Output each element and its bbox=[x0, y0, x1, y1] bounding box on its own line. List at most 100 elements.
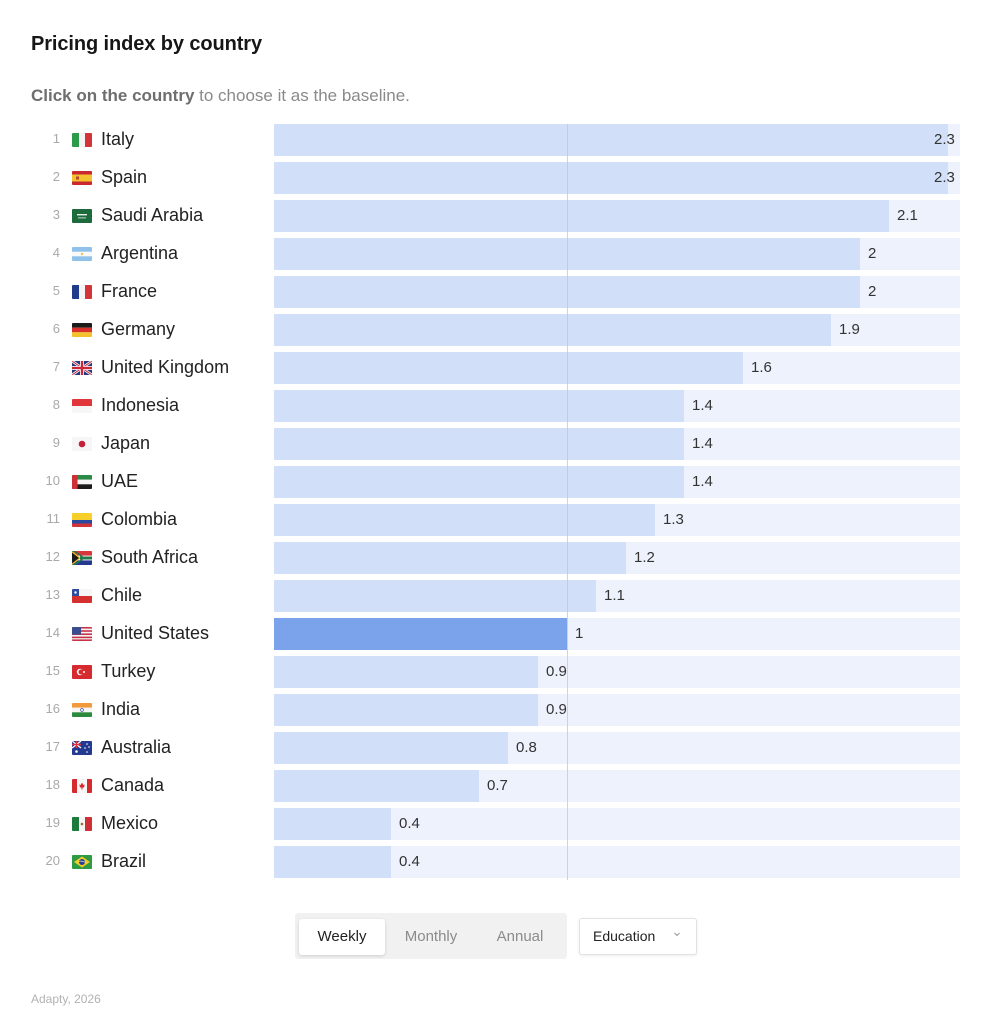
it-flag-icon bbox=[72, 133, 92, 147]
country-row[interactable]: 1 Italy 2.3 bbox=[0, 124, 988, 156]
bar-track[interactable]: 1.4 bbox=[274, 466, 960, 498]
bar-track[interactable]: 1.9 bbox=[274, 314, 960, 346]
country-name[interactable]: Canada bbox=[101, 775, 165, 795]
country-name[interactable]: Japan bbox=[101, 433, 151, 453]
value-bar bbox=[274, 694, 538, 726]
rank-number: 19 bbox=[45, 815, 60, 830]
bar-track[interactable]: 1.6 bbox=[274, 352, 960, 384]
country-row[interactable]: 5 France 2 bbox=[0, 276, 988, 308]
country-row[interactable]: 2 Spain 2.3 bbox=[0, 162, 988, 194]
country-row[interactable]: 3 Saudi Arabia 2.1 bbox=[0, 200, 988, 232]
country-row[interactable]: 20 Brazil 0.4 bbox=[0, 846, 988, 878]
bar-track[interactable]: 0.9 bbox=[274, 656, 960, 688]
rank-number: 13 bbox=[45, 587, 60, 602]
rank-number: 17 bbox=[45, 739, 60, 754]
value-bar bbox=[274, 846, 391, 878]
bar-track[interactable]: 1.1 bbox=[274, 580, 960, 612]
value-bar bbox=[274, 656, 538, 688]
value-label: 1.3 bbox=[663, 511, 684, 528]
value-bar bbox=[274, 390, 684, 422]
country-name[interactable]: France bbox=[101, 281, 158, 301]
country-name[interactable]: Spain bbox=[101, 167, 148, 187]
country-row[interactable]: 14 United States 1 bbox=[0, 618, 988, 650]
country-name[interactable]: South Africa bbox=[101, 547, 199, 567]
country-row[interactable]: 16 India 0.9 bbox=[0, 694, 988, 726]
tab-monthly[interactable]: Monthly bbox=[404, 928, 458, 945]
es-flag-icon bbox=[72, 171, 92, 185]
country-row[interactable]: 12 South Africa 1.2 bbox=[0, 542, 988, 574]
bar-track[interactable]: 1 bbox=[274, 618, 960, 650]
tab-weekly[interactable]: Weekly bbox=[299, 919, 385, 955]
bar-track[interactable]: 2 bbox=[274, 238, 960, 270]
country-row[interactable]: 6 Germany 1.9 bbox=[0, 314, 988, 346]
bar-track[interactable]: 2 bbox=[274, 276, 960, 308]
country-name[interactable]: Brazil bbox=[101, 851, 147, 871]
value-label: 2.3 bbox=[934, 169, 955, 186]
bar-track[interactable]: 2.3 bbox=[274, 162, 960, 194]
country-name[interactable]: United States bbox=[101, 623, 210, 643]
period-toggle: Weekly Monthly Annual bbox=[295, 913, 567, 959]
value-bar bbox=[274, 542, 626, 574]
category-dropdown-value: Education bbox=[593, 928, 656, 944]
bar-track[interactable]: 2.3 bbox=[274, 124, 960, 156]
bar-track[interactable]: 1.3 bbox=[274, 504, 960, 536]
country-row[interactable]: 11 Colombia 1.3 bbox=[0, 504, 988, 536]
fr-flag-icon bbox=[72, 285, 92, 299]
country-row[interactable]: 9 Japan 1.4 bbox=[0, 428, 988, 460]
value-bar bbox=[274, 466, 684, 498]
country-name[interactable]: Turkey bbox=[101, 661, 156, 681]
country-row[interactable]: 15 Turkey 0.9 bbox=[0, 656, 988, 688]
country-name[interactable]: United Kingdom bbox=[101, 357, 230, 377]
country-name[interactable]: Italy bbox=[101, 129, 135, 149]
bar-track[interactable]: 0.4 bbox=[274, 846, 960, 878]
bar-track[interactable]: 0.4 bbox=[274, 808, 960, 840]
country-name[interactable]: Colombia bbox=[101, 509, 178, 529]
ar-flag-icon bbox=[72, 247, 92, 261]
country-name[interactable]: Chile bbox=[101, 585, 143, 605]
country-name[interactable]: Germany bbox=[101, 319, 176, 339]
country-row[interactable]: 8 Indonesia 1.4 bbox=[0, 390, 988, 422]
tab-annual[interactable]: Annual bbox=[496, 928, 544, 945]
value-label: 2.1 bbox=[897, 207, 918, 224]
bar-track[interactable]: 0.8 bbox=[274, 732, 960, 764]
country-row[interactable]: 7 United Kingdom 1.6 bbox=[0, 352, 988, 384]
country-row[interactable]: 17 Australia 0.8 bbox=[0, 732, 988, 764]
rank-number: 12 bbox=[45, 549, 60, 564]
value-bar bbox=[274, 770, 479, 802]
country-name[interactable]: India bbox=[101, 699, 141, 719]
rank-number: 9 bbox=[52, 435, 60, 450]
value-label: 2 bbox=[868, 283, 877, 300]
bar-track[interactable]: 2.1 bbox=[274, 200, 960, 232]
country-row[interactable]: 4 Argentina 2 bbox=[0, 238, 988, 270]
country-name[interactable]: UAE bbox=[101, 471, 139, 491]
country-name[interactable]: Indonesia bbox=[101, 395, 180, 415]
bar-track[interactable]: 0.7 bbox=[274, 770, 960, 802]
rank-number: 6 bbox=[52, 321, 60, 336]
country-row[interactable]: 19 Mexico 0.4 bbox=[0, 808, 988, 840]
country-name[interactable]: Australia bbox=[101, 737, 172, 757]
country-row[interactable]: 13 Chile 1.1 bbox=[0, 580, 988, 612]
bar-track[interactable]: 1.2 bbox=[274, 542, 960, 574]
mx-flag-icon bbox=[72, 817, 92, 831]
value-bar bbox=[274, 732, 508, 764]
country-row[interactable]: 18 Canada 0.7 bbox=[0, 770, 988, 802]
gb-flag-icon bbox=[72, 361, 92, 375]
country-name[interactable]: Saudi Arabia bbox=[101, 205, 204, 225]
country-row[interactable]: 10 UAE 1.4 bbox=[0, 466, 988, 498]
bar-track[interactable]: 1.4 bbox=[274, 390, 960, 422]
bar-track[interactable]: 0.9 bbox=[274, 694, 960, 726]
rank-number: 8 bbox=[52, 397, 60, 412]
value-bar bbox=[274, 124, 948, 156]
chart-subtitle: Click on the country to choose it as the… bbox=[31, 86, 410, 106]
rank-number: 4 bbox=[52, 245, 60, 260]
value-bar bbox=[274, 162, 948, 194]
rank-number: 16 bbox=[45, 701, 60, 716]
category-dropdown[interactable]: Education bbox=[579, 918, 697, 955]
rank-number: 11 bbox=[46, 511, 61, 526]
rank-number: 7 bbox=[52, 359, 60, 374]
country-name[interactable]: Argentina bbox=[101, 243, 179, 263]
br-flag-icon bbox=[72, 855, 92, 869]
rank-number: 10 bbox=[45, 473, 60, 488]
country-name[interactable]: Mexico bbox=[101, 813, 159, 833]
bar-track[interactable]: 1.4 bbox=[274, 428, 960, 460]
